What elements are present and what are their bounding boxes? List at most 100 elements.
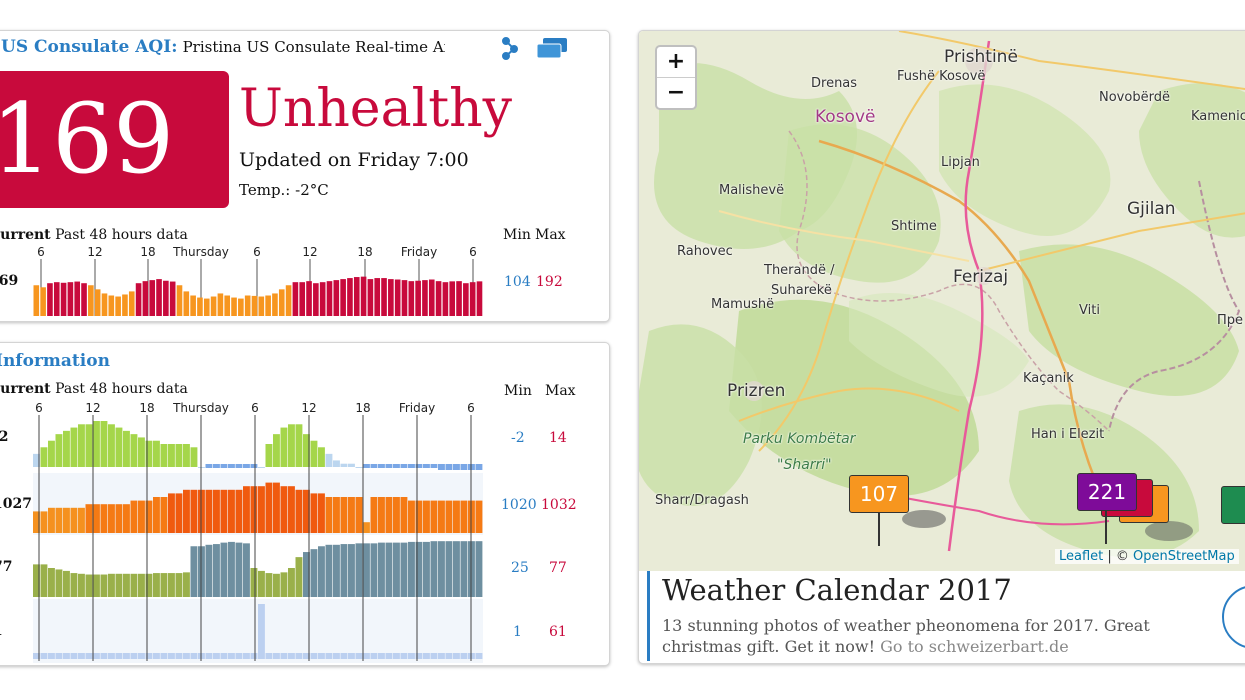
pressure-bar — [325, 497, 333, 533]
axis-tick-label: Thursday — [172, 245, 229, 259]
temperature-bar — [160, 444, 168, 467]
pressure-bar — [310, 493, 318, 533]
map-marker[interactable]: 107 — [849, 475, 909, 513]
wind-bar — [430, 653, 438, 659]
map-label-viti: Viti — [1079, 303, 1100, 318]
wind-bar — [438, 653, 445, 659]
aqi-panel: US Consulate AQI: Pristina US Consulate … — [0, 30, 610, 322]
pressure-bar — [205, 489, 213, 533]
temperature-bar — [205, 464, 213, 468]
map-label-prishtine: Prishtinë — [944, 47, 1018, 67]
temperature-bar — [190, 447, 198, 467]
wind-bar — [93, 653, 100, 659]
info-current-temperature: -2 — [0, 429, 9, 445]
humidity-bar — [423, 541, 430, 597]
temperature-bar — [33, 453, 40, 467]
aqi-bar — [415, 280, 421, 316]
attribution-separator: | © — [1103, 549, 1134, 564]
widget-icon[interactable] — [535, 37, 569, 61]
wind-bar — [220, 653, 228, 659]
map-marker[interactable] — [1221, 486, 1245, 524]
humidity-bar — [63, 570, 70, 597]
map-marker-pin — [878, 512, 880, 546]
temperature-bar — [273, 434, 280, 467]
attribution-leaflet-link[interactable]: Leaflet — [1059, 549, 1104, 564]
aqi-bar — [449, 281, 456, 316]
map-marker[interactable]: 221 — [1077, 473, 1137, 511]
pressure-bar — [123, 504, 130, 533]
humidity-bar — [340, 544, 348, 597]
humidity-bar — [70, 573, 78, 597]
zoom-out-button[interactable]: − — [657, 77, 695, 108]
pressure-bar — [160, 497, 168, 533]
aqi-bar — [428, 279, 435, 316]
info-current-pressure: 1027 — [0, 496, 32, 512]
wind-bar — [363, 653, 370, 659]
wind-bar — [168, 653, 175, 659]
info-min-temperature: -2 — [511, 430, 525, 446]
map-label-gjilan: Gjilan — [1127, 199, 1176, 219]
aqi-bar — [67, 282, 74, 316]
temperature-bar — [348, 463, 355, 467]
wind-bar — [100, 653, 108, 659]
wind-bar — [108, 653, 115, 659]
humidity-bar — [220, 542, 228, 597]
axis-tick-label: Friday — [401, 245, 437, 259]
humidity-bar — [280, 572, 288, 597]
map-label-pre: Пре — [1217, 313, 1244, 328]
aqi-bar — [224, 295, 231, 316]
pressure-bar — [228, 489, 235, 533]
map-label-novoberde: Novobërdë — [1099, 90, 1170, 105]
pressure-bar — [78, 507, 85, 533]
zoom-in-button[interactable]: + — [666, 49, 686, 74]
info-max-pressure: 1032 — [541, 497, 577, 513]
wind-bar — [145, 653, 153, 659]
pressure-bar — [288, 486, 295, 533]
axis-tick-label: 12 — [301, 401, 316, 415]
humidity-bar — [475, 541, 483, 597]
humidity-bar — [333, 544, 340, 597]
temperature-bar — [220, 464, 228, 468]
attribution-osm-link[interactable]: OpenStreetMap — [1133, 549, 1235, 564]
pressure-bar — [70, 507, 78, 533]
pressure-bar — [55, 507, 63, 533]
humidity-bar — [93, 574, 100, 597]
map-label-ferizaj: Ferizaj — [953, 267, 1009, 287]
wind-bar — [273, 653, 280, 659]
humidity-bar — [453, 541, 460, 597]
pressure-bar — [340, 497, 348, 533]
pressure-bar — [348, 497, 355, 533]
humidity-bar — [385, 542, 393, 597]
share-icon[interactable] — [497, 35, 521, 61]
humidity-bar — [438, 541, 445, 597]
info-hdr-max: Max — [545, 383, 576, 399]
pressure-bar — [445, 500, 453, 533]
ad-link[interactable]: Go to schweizerbart.de — [880, 637, 1069, 656]
ad-button-circle[interactable] — [1222, 585, 1245, 649]
zoom-control[interactable]: + − — [655, 45, 697, 110]
temperature-bar — [310, 440, 318, 467]
temperature-bar — [108, 424, 115, 467]
wind-bar — [348, 653, 355, 659]
pressure-bar — [378, 497, 385, 533]
wind-bar — [70, 653, 78, 659]
pressure-bar — [438, 500, 445, 533]
axis-tick-label: Friday — [399, 401, 435, 415]
axis-tick-label: 6 — [469, 245, 477, 259]
ad-banner[interactable]: Weather Calendar 2017 13 stunning photos… — [647, 571, 1245, 661]
temperature-bar — [168, 444, 175, 467]
aqi-bar — [374, 278, 381, 316]
humidity-bar — [250, 568, 258, 597]
humidity-bar — [190, 546, 198, 597]
axis-tick-label: 12 — [302, 245, 317, 259]
ad-title[interactable]: Weather Calendar 2017 — [662, 573, 1012, 607]
wind-bar — [265, 653, 273, 659]
aqi-bar — [272, 293, 278, 316]
map-panel[interactable]: + − Prishtinë Drenas Fushë Kosovë Novobë… — [638, 30, 1245, 664]
humidity-bar — [138, 573, 145, 597]
aqi-bar — [278, 289, 285, 316]
aqi-bar — [94, 289, 101, 316]
